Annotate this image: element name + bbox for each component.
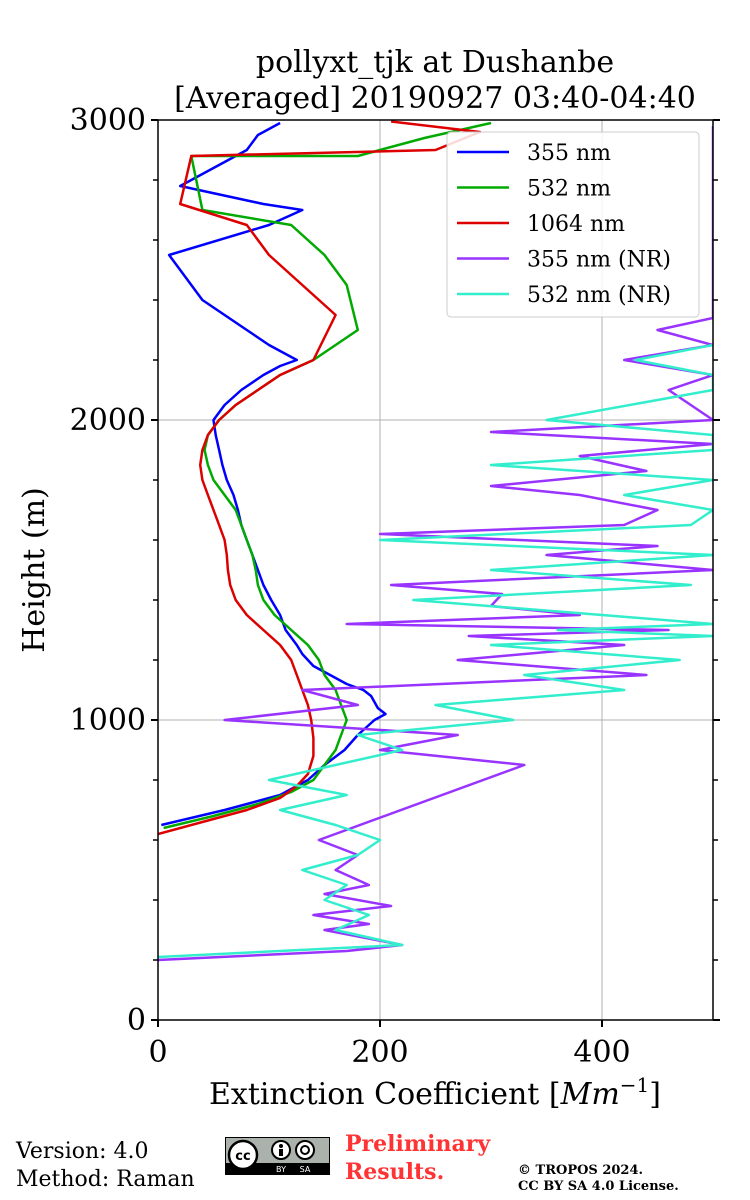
y-tick-label: 2000: [70, 403, 146, 438]
y-tick-label: 0: [127, 1003, 146, 1038]
version-info: Version: 4.0 Method: Raman: [16, 1138, 195, 1194]
axis-ticks: 0 200 400 0 1000 2000 3000: [70, 103, 720, 1070]
x-tick-label: 0: [148, 1035, 167, 1070]
legend: 355 nm 532 nm 1064 nm 355 nm (NR) 532 nm (NR…: [446, 131, 700, 318]
cc-text: cc: [235, 1149, 250, 1164]
preliminary-line1: Preliminary: [345, 1131, 491, 1157]
by-label: BY: [276, 1165, 286, 1174]
copyright-line2: CC BY SA 4.0 License.: [518, 1179, 679, 1194]
legend-label: 532 nm: [527, 177, 611, 202]
preliminary-notice: Preliminary Results.: [345, 1130, 490, 1186]
legend-label: 532 nm (NR): [527, 283, 671, 308]
cc-license-badge: cc BY SA: [225, 1137, 330, 1175]
x-tick-label: 400: [573, 1035, 630, 1070]
version-line: Version: 4.0: [16, 1139, 149, 1164]
chart-title-line1: pollyxt_tjk at Dushanbe: [256, 45, 614, 80]
series-line-532-nm: [163, 121, 492, 830]
series-group: [158, 120, 713, 962]
legend-box: [446, 131, 700, 318]
copyright-notice: © TROPOS 2024. CC BY SA 4.0 License.: [518, 1163, 679, 1195]
series-line-532-nm-nr: [158, 343, 713, 959]
extinction-chart: pollyxt_tjk at Dushanbe [Averaged] 20190…: [17, 45, 720, 1112]
x-tick-label: 200: [351, 1035, 408, 1070]
copyright-line1: © TROPOS 2024.: [518, 1163, 644, 1178]
cc-icon: [227, 1139, 259, 1171]
sa-label: SA: [300, 1165, 311, 1174]
plot-frame: [157, 119, 714, 1021]
y-tick-label: 3000: [70, 103, 146, 138]
legend-label: 1064 nm: [527, 212, 625, 237]
sa-icon: [295, 1140, 315, 1160]
preliminary-line2: Results.: [345, 1159, 445, 1185]
method-line: Method: Raman: [16, 1167, 195, 1192]
series-line-1064-nm: [158, 120, 482, 836]
legend-label: 355 nm: [527, 141, 611, 166]
legend-label: 355 nm (NR): [527, 248, 671, 273]
chart-title-line2: [Averaged] 20190927 03:40-04:40: [174, 81, 696, 116]
y-tick-label: 1000: [70, 703, 146, 738]
x-axis-label: Extinction Coefficient [Mm−1]: [209, 1073, 661, 1112]
y-axis-label: Height (m): [17, 487, 52, 652]
